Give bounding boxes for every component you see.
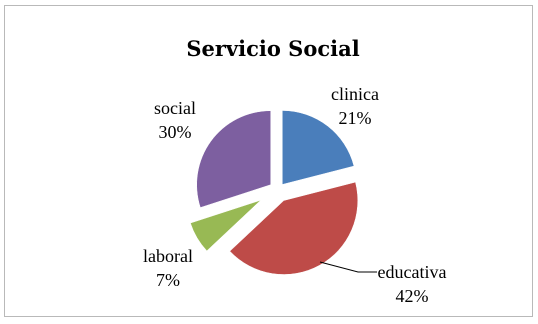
slice-value-label-laboral: 7% xyxy=(156,270,180,290)
leader-line-educativa xyxy=(319,261,377,273)
slice-category-label-clinica: clinica xyxy=(331,84,379,104)
slice-category-label-social: social xyxy=(154,98,196,118)
pie-slice-social xyxy=(196,110,271,208)
pie-slice-laboral xyxy=(190,199,261,252)
pie-slice-educativa xyxy=(229,181,358,275)
slice-category-label-laboral: laboral xyxy=(143,246,193,266)
pie-slice-clinica xyxy=(282,110,355,185)
slice-category-label-educativa: educativa xyxy=(378,262,447,282)
chart-title: Servicio Social xyxy=(186,36,359,61)
slice-value-label-clinica: 21% xyxy=(339,108,372,128)
slice-value-label-educativa: 42% xyxy=(396,286,429,306)
slice-value-label-social: 30% xyxy=(159,122,192,142)
